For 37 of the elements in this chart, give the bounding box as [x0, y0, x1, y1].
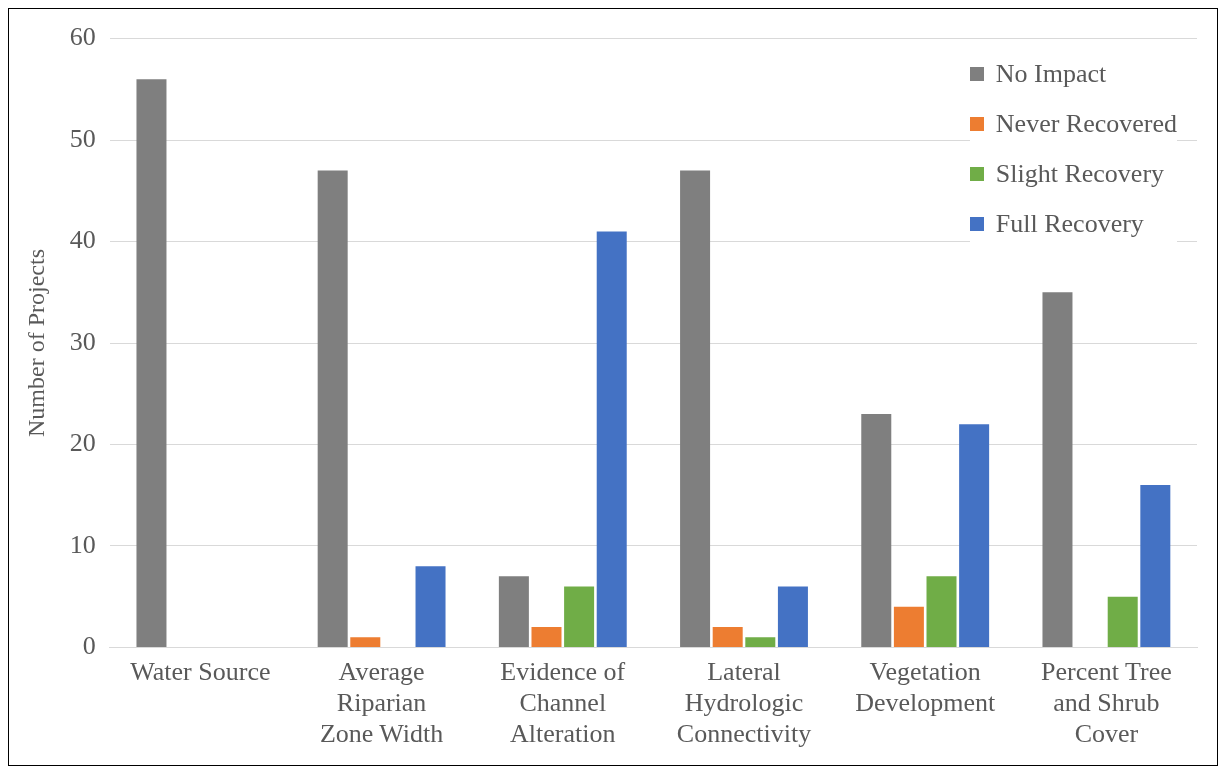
y-tick-label: 60: [69, 22, 96, 52]
bar: [136, 79, 167, 647]
bar: [745, 637, 776, 647]
legend-label: Never Recovered: [995, 109, 1177, 139]
x-tick-label: Evidence of Channel Alteration: [500, 656, 626, 749]
bar: [317, 170, 348, 647]
y-tick-label: 0: [82, 631, 96, 661]
bar: [350, 637, 381, 647]
bar: [596, 231, 627, 647]
bar: [777, 586, 808, 647]
bar: [926, 576, 957, 647]
bar: [531, 627, 562, 647]
y-tick-label: 40: [69, 225, 96, 255]
legend-label: Full Recovery: [995, 209, 1144, 239]
x-tick-label: Lateral Hydrologic Connectivity: [676, 656, 812, 749]
bar: [498, 576, 529, 647]
bar: [1042, 292, 1073, 647]
bar: [959, 424, 990, 647]
y-tick-label: 50: [69, 123, 96, 153]
y-tick-label: 30: [69, 326, 96, 356]
bar: [861, 414, 892, 647]
legend-label: Slight Recovery: [995, 159, 1165, 189]
bar: [415, 566, 446, 647]
x-tick-label: Average Riparian Zone Width: [319, 656, 444, 749]
bar: [1107, 596, 1138, 647]
bar: [564, 586, 595, 647]
y-tick-label: 10: [69, 529, 96, 559]
y-axis-title: Number of Projects: [22, 249, 49, 437]
legend-label: No Impact: [995, 59, 1107, 89]
bar: [893, 606, 924, 647]
bar: [712, 627, 743, 647]
x-tick-label: Vegetation Development: [855, 656, 996, 718]
x-tick-label: Water Source: [130, 656, 271, 686]
x-tick-label: Percent Tree and Shrub Cover: [1041, 656, 1172, 749]
y-tick-label: 20: [69, 428, 96, 458]
bar: [680, 170, 711, 647]
bar: [1140, 485, 1171, 647]
